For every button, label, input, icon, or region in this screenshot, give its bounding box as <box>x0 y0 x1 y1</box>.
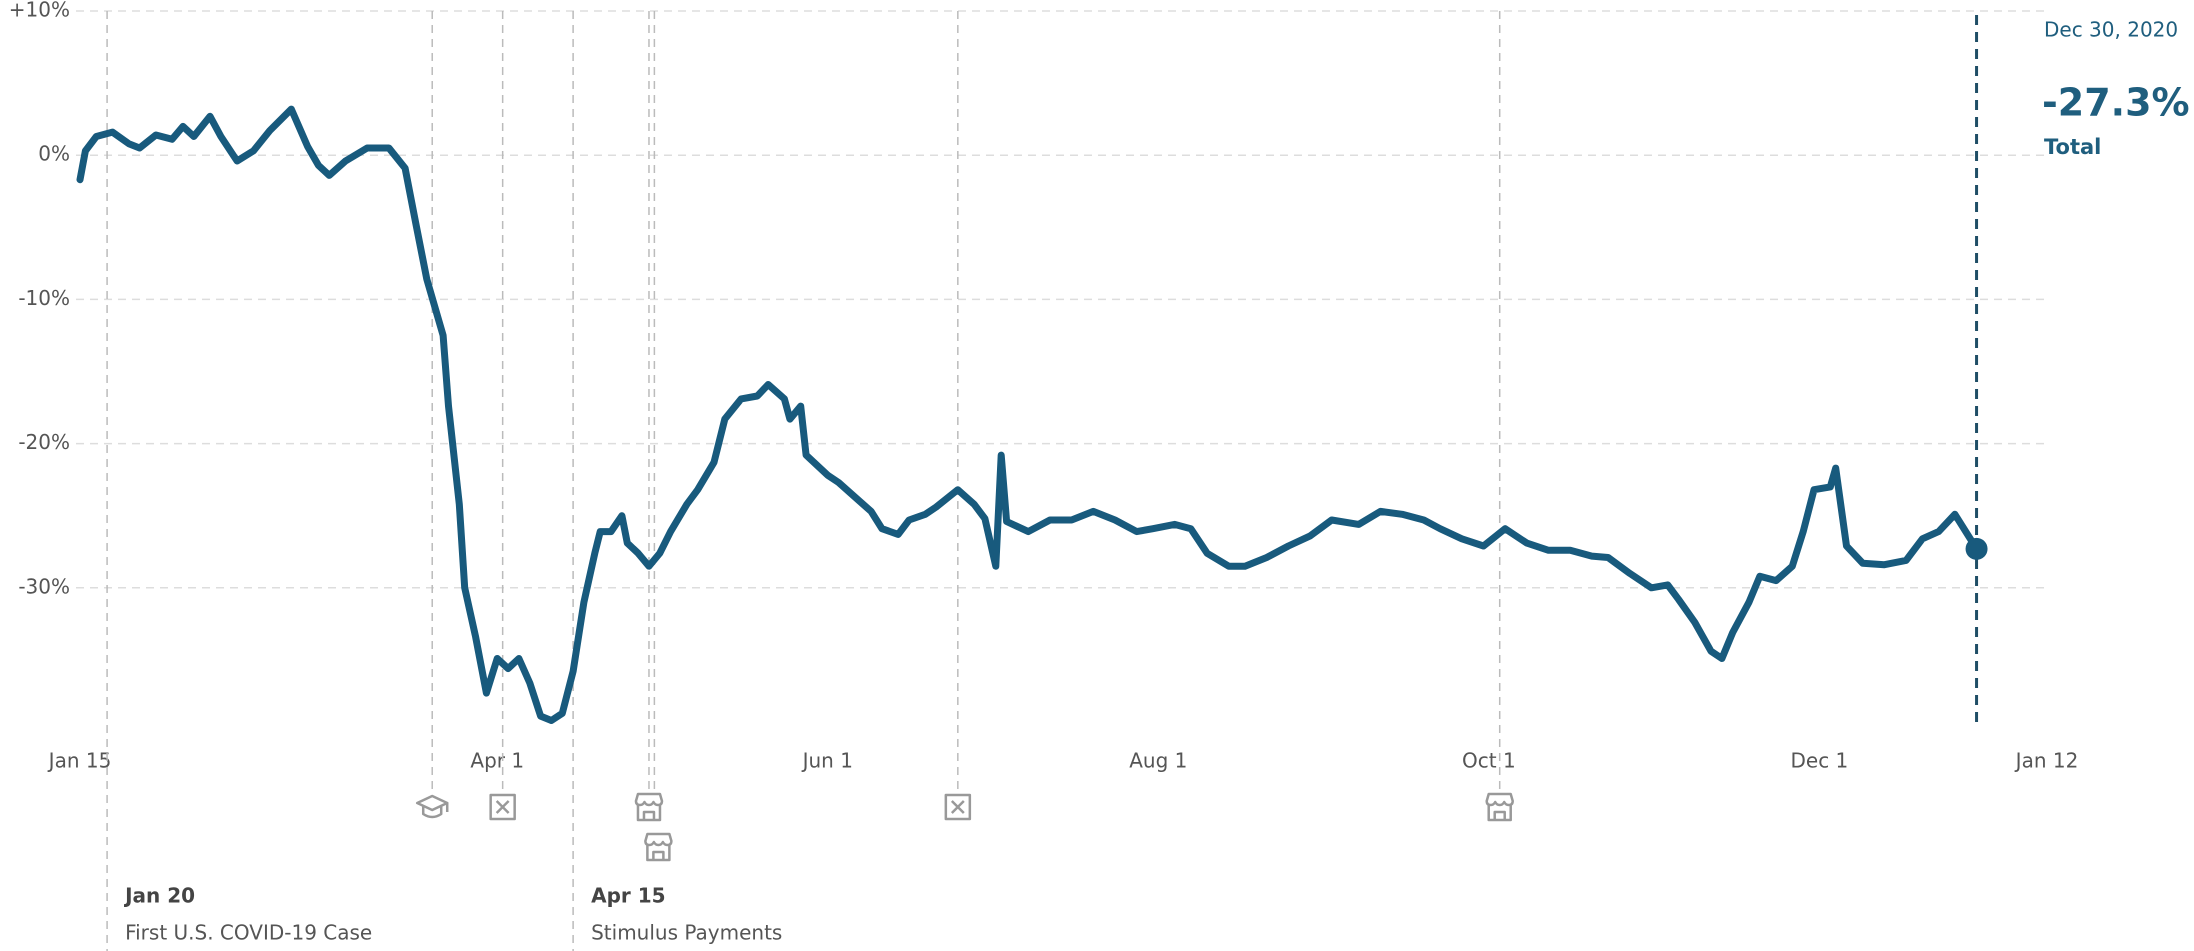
x-tick-label: Oct 1 <box>1462 749 1516 773</box>
event-text: First U.S. COVID-19 Case <box>125 921 372 945</box>
series-line <box>76 105 1981 724</box>
icon-awning <box>634 792 664 807</box>
icon-box <box>944 793 972 821</box>
store-icon <box>644 832 673 862</box>
y-tick-label: -30% <box>18 574 70 598</box>
icon-cross <box>495 800 510 814</box>
x-tick-label: Jan 12 <box>2014 749 2079 773</box>
callout-date: Dec 30, 2020 <box>2044 18 2178 42</box>
store-icon <box>634 792 664 822</box>
y-tick-label: -20% <box>18 430 70 454</box>
callout-label: Total <box>2044 135 2101 159</box>
callout-value: -27.3% <box>2042 81 2190 125</box>
icon-body <box>636 805 662 822</box>
x-tick-label: Dec 1 <box>1791 749 1849 773</box>
icon-cap <box>415 794 449 812</box>
x-tick-label: Apr 1 <box>470 749 524 773</box>
x-tick-label: Jun 1 <box>801 749 853 773</box>
icon-awning <box>1485 792 1514 807</box>
closed-icon <box>489 793 516 821</box>
school-icon <box>415 794 449 819</box>
y-tick-label: 0% <box>38 142 70 166</box>
store-icon <box>1485 792 1514 822</box>
event-text: Stimulus Payments <box>591 921 782 945</box>
icon-awning <box>644 832 673 847</box>
y-tick-label: -10% <box>18 286 70 310</box>
icon-box <box>489 793 516 821</box>
x-tick-label: Aug 1 <box>1129 749 1187 773</box>
icon-body <box>646 845 671 862</box>
event-title: Jan 20 <box>123 884 195 908</box>
icon-cross <box>950 800 965 814</box>
icon-body <box>1487 805 1512 822</box>
x-tick-label: Jan 15 <box>47 749 112 773</box>
end-dot <box>1965 537 1988 560</box>
closed-icon <box>944 793 972 821</box>
icon-band <box>421 803 449 819</box>
event-title: Apr 15 <box>591 884 665 908</box>
y-tick-label: +10% <box>9 0 70 22</box>
